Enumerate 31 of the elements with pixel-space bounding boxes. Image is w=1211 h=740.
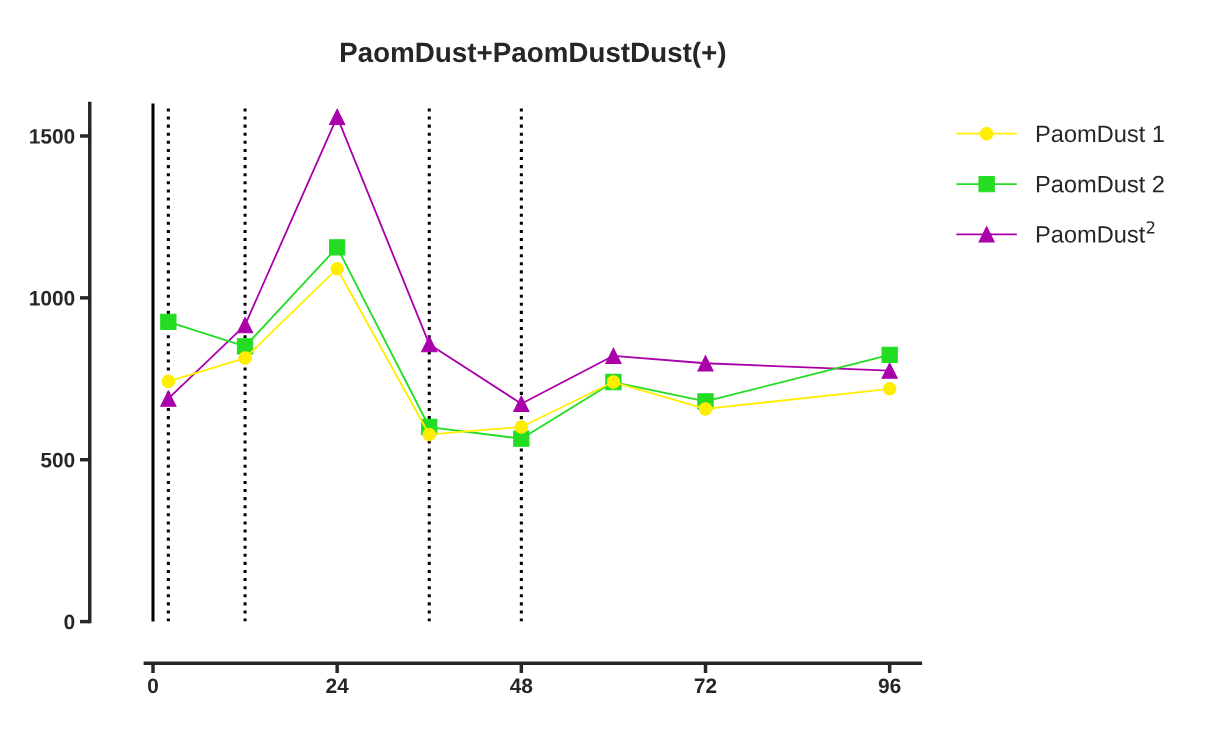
point [882,382,897,396]
point [881,362,898,379]
legend-label: PaomDust 2 [1036,175,1164,193]
point [329,239,346,256]
point [605,347,622,364]
point [698,402,713,416]
legend-label: PaomDust$^{2}$ [1036,221,1155,243]
point [160,313,177,330]
chart-title: PaomDust+PaomDustDust(+) [341,41,726,68]
x-tick-label: 24 [326,678,349,693]
point [329,108,346,126]
point [330,261,344,276]
x-tick-label: 0 [148,678,158,694]
legend-label: PaomDust 1 [1036,125,1164,143]
point [513,395,530,412]
x-tick-label: 72 [694,678,717,693]
point [421,335,438,353]
y-tick-label: 1000 [30,290,75,306]
point [160,390,177,407]
point [881,346,898,363]
point [514,420,529,434]
point [422,427,437,442]
point [236,316,254,334]
point [238,351,252,365]
x-tick-label: 96 [878,678,901,694]
point [161,374,176,389]
x-tick-label: 48 [510,678,533,694]
point [697,355,714,372]
y-tick-label: 500 [41,452,75,468]
y-tick-label: 1500 [30,128,75,144]
y-tick-label: 0 [64,614,75,630]
